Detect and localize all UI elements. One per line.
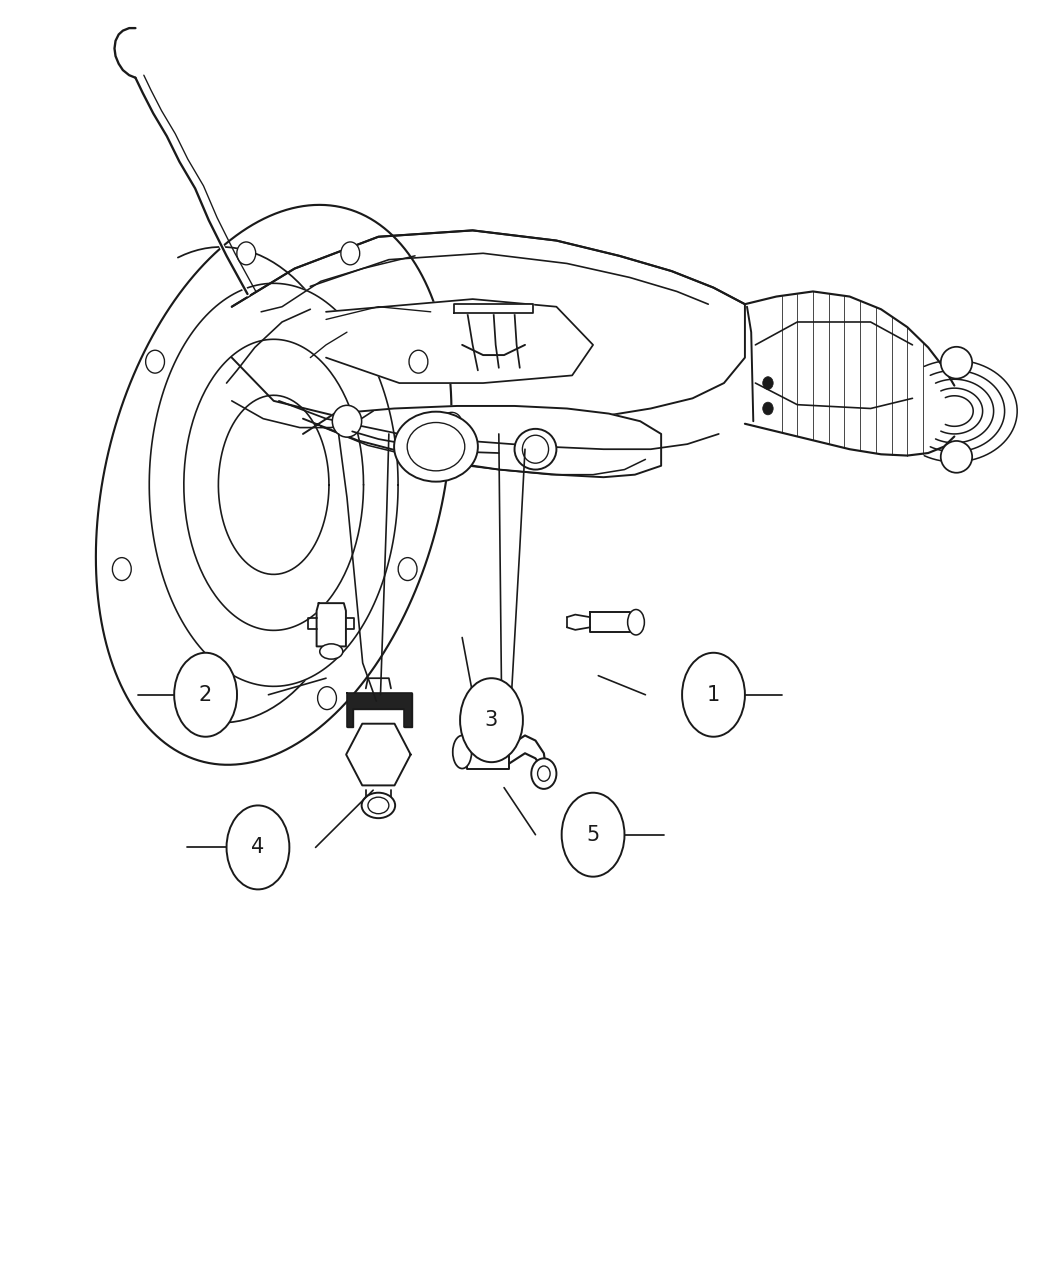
Polygon shape (96, 205, 452, 765)
Ellipse shape (410, 351, 427, 374)
Text: 1: 1 (707, 685, 720, 705)
Ellipse shape (317, 687, 336, 710)
Text: 3: 3 (485, 710, 498, 731)
Polygon shape (218, 395, 329, 575)
Ellipse shape (341, 242, 360, 265)
Ellipse shape (628, 609, 645, 635)
Ellipse shape (453, 736, 471, 769)
Ellipse shape (941, 441, 972, 473)
Ellipse shape (188, 705, 207, 728)
Polygon shape (327, 300, 593, 382)
Ellipse shape (762, 402, 773, 414)
Polygon shape (590, 612, 630, 632)
Polygon shape (454, 305, 533, 314)
Polygon shape (184, 339, 363, 630)
Polygon shape (467, 738, 509, 769)
Polygon shape (232, 231, 744, 423)
Ellipse shape (941, 347, 972, 379)
Ellipse shape (237, 242, 256, 265)
Ellipse shape (332, 405, 361, 437)
Ellipse shape (514, 428, 556, 469)
Ellipse shape (460, 678, 523, 762)
Ellipse shape (441, 412, 462, 435)
Polygon shape (346, 694, 412, 727)
Polygon shape (149, 283, 398, 686)
Text: 5: 5 (587, 825, 600, 845)
Ellipse shape (146, 351, 165, 374)
Ellipse shape (682, 653, 744, 737)
Ellipse shape (394, 412, 478, 482)
Ellipse shape (762, 376, 773, 389)
Text: 4: 4 (251, 838, 265, 857)
Ellipse shape (112, 557, 131, 580)
Ellipse shape (174, 653, 237, 737)
Polygon shape (744, 292, 954, 455)
Polygon shape (303, 405, 662, 477)
Ellipse shape (398, 557, 417, 580)
Polygon shape (317, 603, 345, 646)
Ellipse shape (227, 806, 290, 890)
Polygon shape (346, 724, 411, 785)
Text: 2: 2 (198, 685, 212, 705)
Ellipse shape (407, 422, 465, 470)
Ellipse shape (531, 759, 556, 789)
Ellipse shape (562, 793, 625, 877)
Ellipse shape (320, 644, 342, 659)
Ellipse shape (361, 793, 395, 819)
